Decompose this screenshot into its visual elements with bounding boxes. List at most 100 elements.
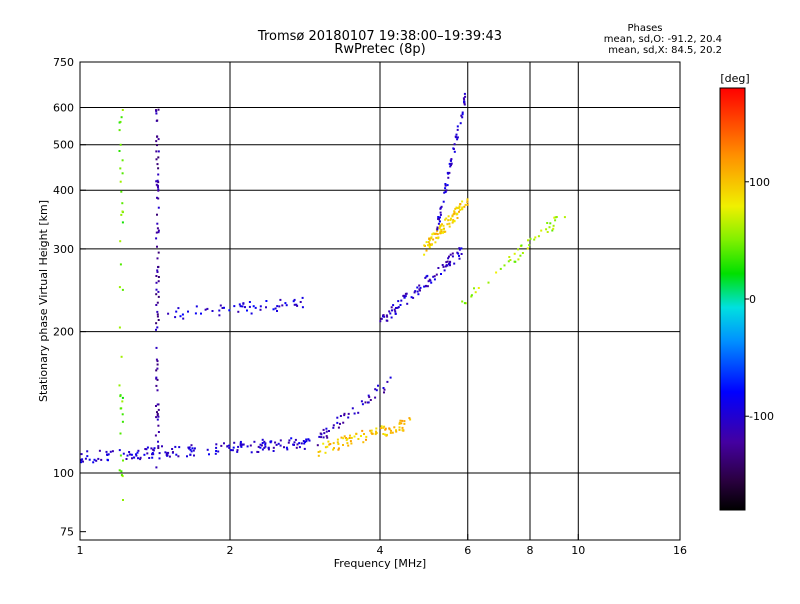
data-point [259, 305, 262, 308]
data-point [461, 113, 464, 116]
data-point [552, 224, 555, 227]
data-point [157, 408, 160, 411]
data-point [390, 306, 393, 309]
data-point [264, 445, 267, 448]
data-point [379, 427, 382, 430]
data-point [121, 413, 124, 416]
data-point [295, 303, 298, 306]
data-point [343, 412, 346, 415]
data-point [519, 254, 522, 257]
data-point [427, 241, 430, 244]
data-point [155, 183, 158, 186]
data-point [400, 299, 403, 302]
data-point [156, 313, 159, 316]
data-point [436, 226, 439, 229]
data-point [218, 309, 221, 312]
data-point [390, 316, 393, 319]
data-point [250, 312, 253, 315]
data-point [157, 280, 160, 283]
data-point [428, 278, 431, 281]
data-point [161, 445, 163, 448]
data-point [119, 395, 122, 398]
data-point [384, 433, 386, 436]
x-tick-label: 8 [527, 544, 534, 557]
data-point [453, 143, 456, 146]
data-point [148, 457, 151, 459]
x-axis-label: Frequency [MHz] [334, 557, 426, 570]
data-point [270, 440, 273, 443]
data-point [546, 222, 549, 224]
data-point [318, 435, 321, 438]
data-point [136, 451, 139, 454]
data-point [462, 97, 465, 100]
data-point [393, 308, 396, 311]
data-point [463, 100, 466, 103]
data-point [157, 319, 160, 321]
data-point [404, 292, 407, 295]
data-point [332, 442, 335, 445]
data-point [303, 442, 306, 445]
x-tick-label: 4 [377, 544, 384, 557]
data-point [285, 446, 288, 449]
data-point [382, 387, 385, 389]
data-point [455, 133, 458, 136]
data-point [288, 439, 291, 442]
data-point [400, 422, 403, 425]
data-point [418, 284, 421, 287]
data-point [131, 457, 133, 460]
data-point [417, 293, 420, 296]
y-tick-label: 500 [53, 139, 74, 152]
data-point [237, 445, 240, 448]
data-point [392, 304, 395, 307]
data-point [156, 119, 159, 122]
data-point [300, 442, 303, 445]
data-point [416, 286, 419, 289]
data-point [80, 461, 82, 464]
data-point [463, 98, 466, 101]
data-point [119, 120, 122, 123]
series-8 [154, 108, 160, 469]
data-point [436, 229, 439, 232]
data-point [151, 452, 154, 454]
data-point [438, 227, 441, 230]
data-point [135, 454, 138, 457]
data-point [155, 358, 158, 361]
data-point [260, 444, 263, 447]
data-point [157, 188, 160, 191]
data-point [223, 442, 225, 445]
data-point [239, 305, 242, 308]
data-point [156, 315, 159, 318]
data-point [343, 414, 346, 417]
data-point [156, 163, 159, 166]
data-point [382, 433, 385, 435]
data-point [464, 95, 467, 98]
data-point [448, 171, 451, 174]
data-point [398, 421, 401, 424]
data-point [305, 438, 308, 441]
data-point [443, 191, 446, 194]
data-point [435, 273, 438, 276]
data-point [428, 239, 431, 242]
data-point [457, 206, 460, 209]
data-point [254, 306, 257, 309]
data-point [357, 438, 360, 440]
data-point [194, 312, 197, 315]
data-point [495, 271, 498, 274]
data-point [325, 430, 328, 433]
data-point [350, 436, 353, 439]
data-point [395, 430, 398, 433]
data-point [228, 447, 231, 449]
data-point [157, 138, 160, 141]
data-point [80, 453, 83, 456]
data-point [279, 298, 282, 301]
data-point [443, 231, 446, 233]
series-0 [80, 437, 311, 464]
data-point [193, 447, 196, 450]
data-point [156, 180, 159, 183]
data-point [364, 401, 367, 404]
data-point [388, 310, 391, 313]
data-point [503, 264, 506, 267]
data-point [298, 446, 301, 449]
data-point [121, 475, 124, 478]
